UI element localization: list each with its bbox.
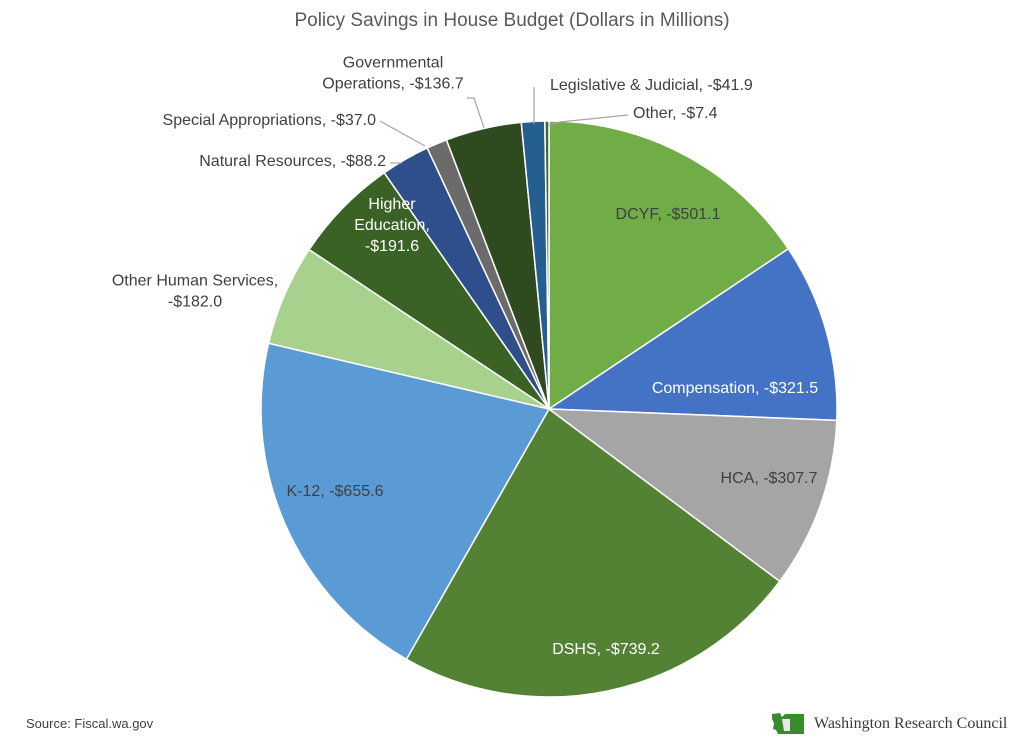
slice-label-hca: HCA, -$307.7 (721, 470, 818, 487)
brand-name: Washington Research Council (814, 715, 1008, 732)
pie-slice-k12 (260, 342, 551, 661)
slice-label-dcyf: DCYF, -$501.1 (616, 206, 721, 223)
slice-label-compensation: Compensation, -$321.5 (652, 380, 818, 397)
slice-label-legislative-judicial: Legislative & Judicial, -$41.9 (550, 77, 753, 94)
slice-label-natural-resources: Natural Resources, -$88.2 (199, 153, 386, 170)
pie-slice-dcyf (548, 120, 790, 411)
brand: Washington Research Council (770, 710, 1007, 738)
slice-label-dshs: DSHS, -$739.2 (552, 641, 660, 658)
slice-label-special-appropriations: Special Appropriations, -$37.0 (163, 112, 377, 129)
chart-title: Policy Savings in House Budget (Dollars … (294, 10, 730, 31)
pie-slice-compensation (546, 247, 838, 422)
leader-line-governmental-operations (467, 97, 485, 129)
slice-label-other: Other, -$7.4 (633, 105, 718, 122)
pie-slice-dshs (405, 407, 781, 698)
slice-label-other-human-services: Other Human Services, -$182.0 (112, 273, 278, 311)
source-note: Source: Fiscal.wa.gov (26, 716, 154, 731)
leader-line-other (547, 114, 629, 126)
pie-slice-hca (546, 408, 838, 583)
slice-label-k12: K-12, -$655.6 (287, 483, 384, 500)
leader-line-special-appropriations (379, 120, 426, 147)
slice-label-higher-education: Higher Education, -$191.6 (354, 196, 430, 255)
slice-label-governmental-operations: Governmental Operations, -$136.7 (322, 55, 464, 93)
pie-slice-other (544, 120, 550, 410)
washington-state-logo-icon (772, 713, 804, 734)
